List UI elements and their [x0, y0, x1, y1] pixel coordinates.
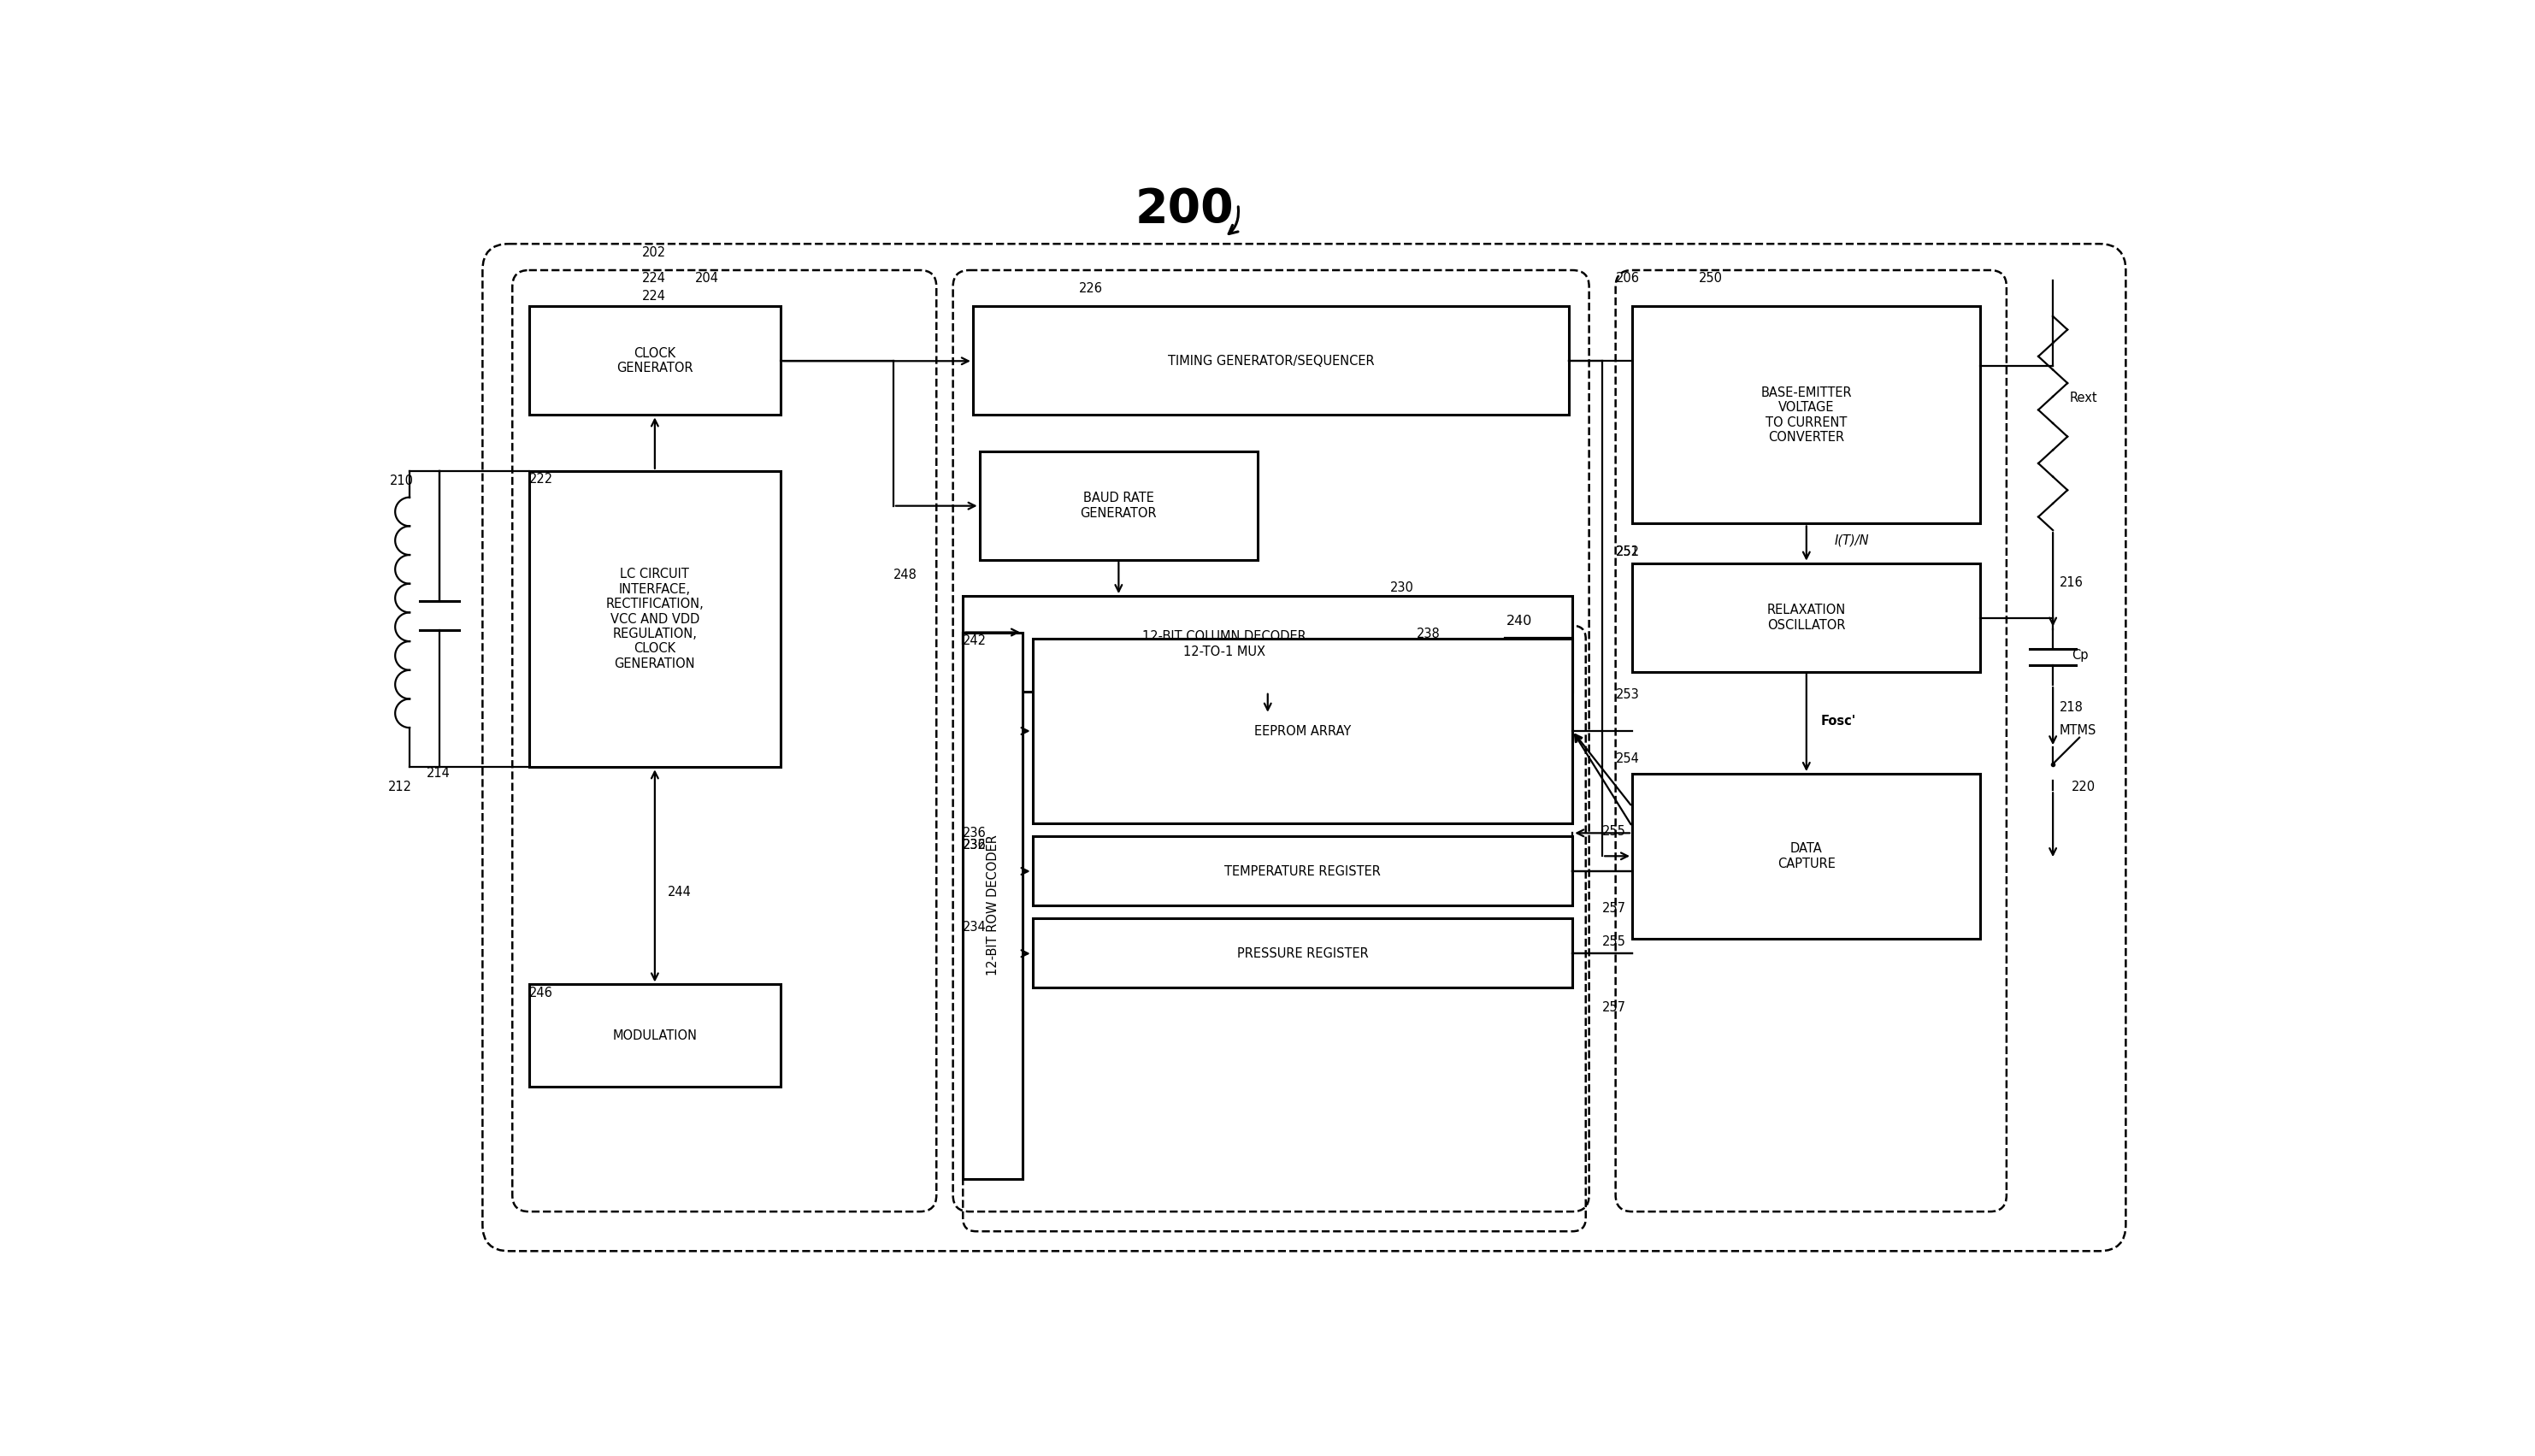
Text: 222: 222: [530, 473, 553, 486]
Text: 216: 216: [2058, 577, 2084, 590]
Text: BASE-EMITTER
VOLTAGE
TO CURRENT
CONVERTER: BASE-EMITTER VOLTAGE TO CURRENT CONVERTE…: [1762, 386, 1853, 444]
Text: 204: 204: [695, 272, 717, 285]
Text: 255: 255: [1602, 935, 1625, 948]
Text: 255: 255: [1602, 826, 1625, 839]
Text: Fosc': Fosc': [1820, 715, 1856, 728]
Text: 210: 210: [390, 475, 413, 488]
Text: 218: 218: [2058, 702, 2084, 715]
Text: 202: 202: [641, 246, 667, 259]
Text: 214: 214: [426, 767, 451, 780]
Text: 230: 230: [1389, 581, 1415, 594]
Text: 248: 248: [892, 568, 918, 581]
Text: MODULATION: MODULATION: [613, 1029, 697, 1042]
Text: 250: 250: [1698, 272, 1721, 285]
Text: RELAXATION
OSCILLATOR: RELAXATION OSCILLATOR: [1767, 604, 1845, 632]
FancyBboxPatch shape: [963, 632, 1022, 1179]
Text: Rext: Rext: [2069, 392, 2096, 405]
FancyBboxPatch shape: [1032, 919, 1572, 987]
Text: CLOCK
GENERATOR: CLOCK GENERATOR: [616, 347, 692, 374]
Text: TEMPERATURE REGISTER: TEMPERATURE REGISTER: [1224, 865, 1382, 878]
Text: 252: 252: [1615, 546, 1640, 558]
Text: 253: 253: [1615, 689, 1640, 700]
Text: PRESSURE REGISTER: PRESSURE REGISTER: [1237, 946, 1369, 960]
Text: BAUD RATE
GENERATOR: BAUD RATE GENERATOR: [1080, 492, 1156, 520]
Text: 254: 254: [1615, 753, 1640, 766]
Text: 234: 234: [963, 920, 986, 933]
FancyBboxPatch shape: [530, 306, 781, 415]
Text: 251: 251: [1615, 546, 1640, 558]
Text: 220: 220: [2071, 780, 2096, 794]
Text: 12-BIT COLUMN DECODER
12-TO-1 MUX: 12-BIT COLUMN DECODER 12-TO-1 MUX: [1143, 630, 1306, 658]
Text: 236: 236: [963, 839, 986, 852]
Text: 236: 236: [963, 827, 986, 839]
FancyBboxPatch shape: [1633, 773, 1980, 938]
Text: 244: 244: [669, 885, 692, 898]
FancyBboxPatch shape: [1633, 306, 1980, 524]
FancyBboxPatch shape: [1633, 563, 1980, 671]
Text: 257: 257: [1602, 903, 1627, 914]
Text: 242: 242: [963, 635, 986, 646]
Text: 212: 212: [388, 780, 413, 794]
Text: Cp: Cp: [2071, 649, 2089, 661]
Text: 206: 206: [1615, 272, 1640, 285]
Text: 257: 257: [1602, 1000, 1627, 1013]
Text: 224: 224: [641, 290, 667, 303]
Text: 224: 224: [641, 272, 667, 285]
Text: MTMS: MTMS: [2058, 725, 2096, 737]
Text: 226: 226: [1080, 282, 1103, 296]
Text: I(T)/N: I(T)/N: [1835, 533, 1868, 546]
Text: 200: 200: [1136, 186, 1235, 233]
FancyBboxPatch shape: [1032, 836, 1572, 906]
Text: DATA
CAPTURE: DATA CAPTURE: [1777, 842, 1835, 869]
Text: 246: 246: [530, 986, 553, 999]
Text: EEPROM ARRAY: EEPROM ARRAY: [1255, 725, 1351, 737]
FancyBboxPatch shape: [963, 596, 1572, 692]
Text: 232: 232: [963, 839, 986, 852]
Text: 240: 240: [1506, 614, 1531, 628]
Text: 12-BIT ROW DECODER: 12-BIT ROW DECODER: [986, 834, 999, 976]
FancyBboxPatch shape: [973, 306, 1569, 415]
Text: TIMING GENERATOR/SEQUENCER: TIMING GENERATOR/SEQUENCER: [1169, 355, 1374, 367]
FancyBboxPatch shape: [530, 470, 781, 767]
FancyBboxPatch shape: [979, 451, 1257, 561]
FancyBboxPatch shape: [530, 984, 781, 1086]
Text: 238: 238: [1417, 628, 1440, 641]
FancyBboxPatch shape: [1032, 639, 1572, 823]
Text: LC CIRCUIT
INTERFACE,
RECTIFICATION,
VCC AND VDD
REGULATION,
CLOCK
GENERATION: LC CIRCUIT INTERFACE, RECTIFICATION, VCC…: [606, 568, 705, 670]
